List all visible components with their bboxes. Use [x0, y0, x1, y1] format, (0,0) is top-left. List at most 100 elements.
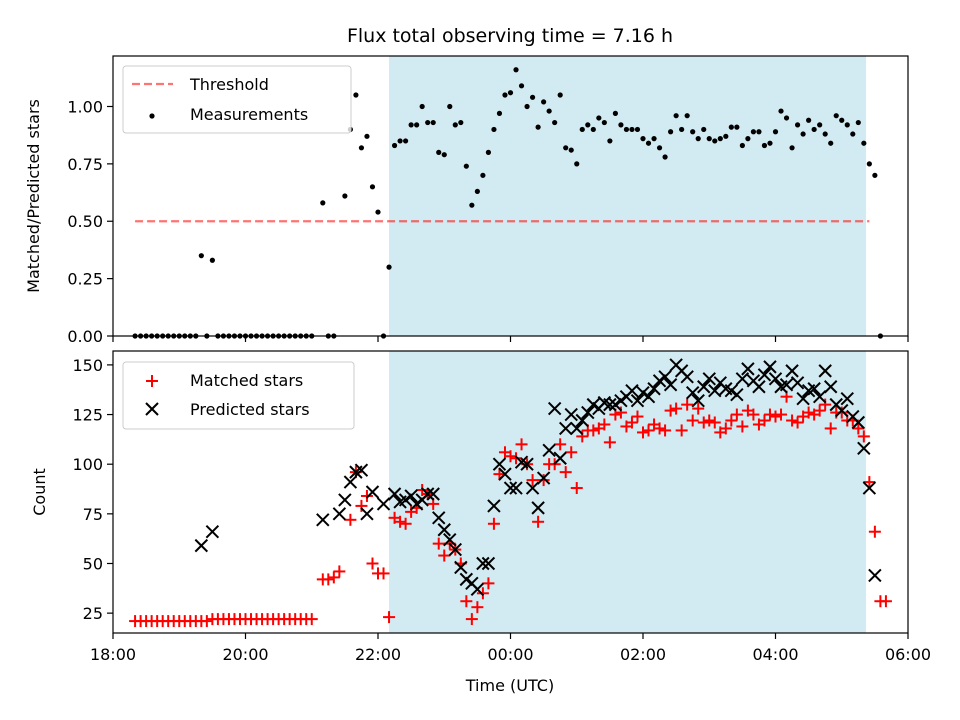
measurement-point: [535, 124, 541, 130]
measurement-point: [391, 142, 398, 149]
matched-star-point: [670, 402, 683, 415]
matched-star-point: [664, 404, 677, 417]
matched-star-point: [565, 446, 578, 459]
predicted-star-point: [741, 362, 755, 376]
measurement-point: [513, 67, 519, 73]
measurement-point: [209, 257, 215, 263]
measurement-point: [441, 152, 447, 158]
measurement-point: [601, 119, 607, 126]
predicted-star-point: [658, 370, 672, 384]
matched-star-point: [537, 474, 550, 487]
top-observing-window: [389, 56, 867, 336]
x-tick-label: 02:00: [620, 645, 666, 664]
measurement-point: [817, 122, 823, 128]
predicted-star-point: [708, 384, 722, 398]
matched-star-point: [333, 565, 346, 578]
predicted-star-point: [857, 441, 871, 456]
observing-window-span: [389, 56, 867, 336]
predicted-star-point: [862, 481, 877, 495]
predicted-star-point: [724, 384, 739, 398]
measurement-point: [585, 122, 591, 128]
measurement-point: [414, 122, 420, 128]
measurement-point: [529, 94, 536, 100]
bottom-y-ticks: 25 50 75 100 125 150: [72, 356, 113, 623]
predicted-star-point: [448, 542, 462, 557]
measurement-point: [855, 119, 861, 126]
measurement-point: [800, 131, 806, 137]
measurement-point: [574, 161, 580, 167]
predicted-star-point: [768, 372, 783, 386]
top-y-ticks: 0.00 0.25 0.50 0.75 1.00: [67, 97, 113, 346]
x-tick-label: 18:00: [90, 645, 136, 664]
predicted-star-point: [525, 481, 540, 495]
measurement-point: [568, 147, 574, 153]
predicted-star-point: [625, 384, 639, 398]
measurement-point: [563, 145, 569, 151]
matched-star-point: [603, 436, 616, 449]
measurement-point: [425, 119, 431, 126]
predicted-star-point: [752, 380, 766, 394]
predicted-star-point: [332, 507, 347, 521]
predicted-star-point: [636, 385, 650, 400]
predicted-star-point: [365, 485, 380, 499]
bottom-observing-window: [389, 351, 867, 633]
measurement-point: [419, 103, 425, 110]
matched-star-point: [868, 525, 881, 538]
measurement-point: [607, 138, 613, 144]
y-tick-label: 50: [83, 554, 103, 573]
predicted-star-point: [680, 370, 694, 384]
measurement-point: [634, 126, 641, 133]
x-tick-label: 22:00: [355, 645, 401, 664]
predicted-star-point: [779, 378, 794, 392]
predicted-star-point: [851, 415, 866, 430]
matched-star-point: [775, 408, 788, 421]
predicted-star-point: [575, 413, 589, 428]
measurement-point: [463, 163, 469, 169]
predicted-star-point: [647, 382, 661, 396]
matched-star-point: [598, 418, 611, 431]
measurement-point: [712, 138, 718, 144]
measurement-point: [695, 136, 701, 142]
matched-star-point: [758, 414, 771, 427]
predicted-star-point: [354, 463, 369, 477]
predicted-star-point: [553, 451, 567, 465]
predicted-star-point: [343, 475, 358, 489]
matched-star-point: [526, 474, 539, 487]
matched-star-point: [835, 406, 848, 419]
legend-matched-label: Matched stars: [190, 371, 303, 390]
matched-star-point: [355, 499, 368, 512]
measurement-point: [861, 140, 867, 146]
matched-star-point: [460, 595, 473, 608]
measurement-point: [403, 138, 409, 144]
predicted-star-point: [509, 481, 523, 495]
matched-star-point: [653, 422, 666, 435]
chart-title: Flux total observing time = 7.16 h: [347, 25, 673, 47]
predicted-star-point: [503, 481, 518, 495]
matched-star-point: [322, 573, 335, 586]
matched-star-point: [515, 438, 528, 451]
bottom-legend-box: [122, 361, 355, 430]
measurement-point: [474, 188, 480, 195]
predicted-star-point: [205, 525, 220, 539]
predicted-star-point: [691, 393, 705, 408]
measurement-point: [507, 90, 514, 96]
predicted-star-point: [868, 568, 882, 583]
measurement-point: [524, 103, 530, 110]
measurement-point: [369, 184, 376, 190]
measurement-point: [778, 108, 784, 114]
matched-star-point: [471, 601, 484, 614]
measurement-point: [756, 129, 762, 135]
predicted-star-point: [785, 364, 799, 378]
top-panel: 0.00 0.25 0.50 0.75 1.00 Matched/Predicted s…: [24, 55, 909, 346]
measurement-point: [789, 145, 795, 151]
predicted-star-point: [520, 457, 534, 471]
measurements-points: [132, 67, 883, 339]
predicted-star-point: [763, 360, 777, 374]
predicted-star-point: [559, 421, 573, 436]
matched-star-point: [432, 537, 445, 550]
matched-star-point: [554, 438, 567, 451]
x-axis-label: Time (UTC): [465, 676, 554, 695]
measurement-point: [623, 126, 630, 133]
measurement-point: [850, 131, 856, 137]
measurement-point: [496, 110, 503, 116]
